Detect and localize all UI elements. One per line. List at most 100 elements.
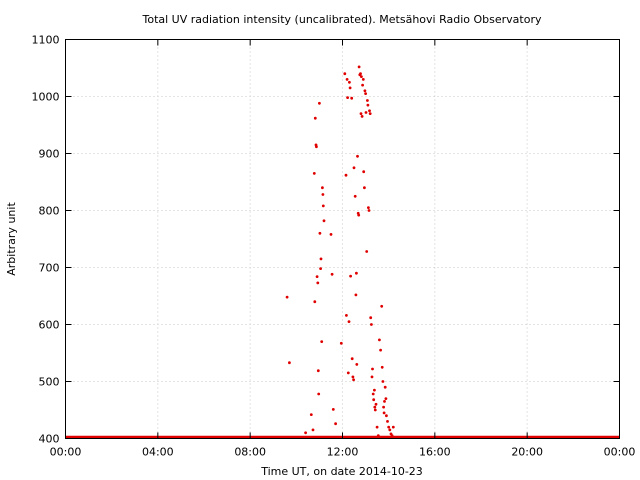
- data-point: [372, 398, 376, 402]
- data-point: [348, 86, 352, 90]
- data-point: [378, 338, 381, 342]
- data-point: [321, 204, 325, 208]
- data-point: [368, 112, 372, 115]
- data-point: [369, 316, 373, 320]
- y-tick-label: 700: [39, 262, 60, 275]
- data-point: [350, 357, 354, 361]
- data-point: [382, 411, 386, 415]
- data-point: [351, 375, 355, 379]
- data-point: [359, 72, 362, 76]
- data-point: [349, 274, 352, 278]
- data-point: [361, 78, 365, 81]
- data-point: [313, 300, 317, 304]
- data-point: [344, 173, 348, 177]
- x-tick-label: 08:00: [234, 446, 266, 459]
- data-point: [321, 193, 325, 196]
- axis-ticks: [65, 39, 620, 439]
- data-point: [330, 272, 334, 276]
- data-point: [380, 365, 384, 369]
- data-point: [388, 428, 392, 432]
- y-tick-label: 1100: [32, 34, 60, 47]
- data-point: [391, 425, 395, 429]
- data-point: [316, 369, 320, 373]
- x-tick-label: 16:00: [419, 446, 451, 459]
- data-point: [363, 89, 367, 93]
- data-point: [362, 170, 366, 174]
- data-point: [366, 103, 370, 107]
- data-point: [380, 304, 384, 308]
- data-point: [387, 425, 391, 429]
- data-point: [364, 111, 368, 114]
- data-point: [365, 250, 369, 253]
- data-point: [367, 209, 371, 212]
- data-point: [304, 431, 307, 435]
- data-point: [345, 78, 349, 81]
- data-point: [360, 75, 363, 78]
- data-point: [384, 397, 388, 400]
- data-point: [374, 402, 378, 406]
- data-point: [370, 323, 373, 326]
- y-tick-label: 900: [39, 148, 60, 161]
- data-point: [339, 341, 343, 345]
- data-point: [285, 295, 289, 299]
- data-point: [350, 96, 354, 100]
- grid-lines: [65, 39, 620, 439]
- data-point: [329, 233, 333, 236]
- data-point: [320, 340, 324, 343]
- data-point: [312, 172, 316, 175]
- data-point: [364, 92, 367, 95]
- x-tick-label: 12:00: [327, 446, 359, 459]
- data-point: [334, 422, 337, 426]
- data-point: [343, 72, 347, 76]
- data-point: [318, 101, 321, 105]
- data-point: [385, 414, 388, 418]
- data-point: [386, 420, 389, 423]
- x-axis-label: Time UT, on date 2014-10-23: [260, 465, 423, 478]
- data-point: [317, 392, 321, 396]
- y-axis-label: Arbitrary unit: [5, 202, 18, 276]
- data-point: [363, 186, 366, 190]
- y-tick-label: 600: [39, 319, 60, 332]
- data-point: [311, 428, 315, 432]
- data-point: [316, 281, 320, 285]
- data-point: [348, 80, 351, 84]
- data-point: [346, 96, 349, 99]
- x-tick-label: 00:00: [50, 446, 82, 459]
- data-point: [367, 206, 370, 210]
- data-point: [352, 166, 356, 170]
- data-point: [381, 380, 385, 383]
- data-point: [371, 392, 375, 396]
- data-point: [376, 434, 380, 437]
- data-point: [370, 375, 374, 379]
- data-point: [355, 271, 358, 275]
- data-point: [345, 314, 348, 317]
- data-point: [359, 112, 363, 115]
- data-point: [288, 361, 291, 365]
- y-tick-label: 400: [39, 433, 60, 446]
- data-point: [379, 348, 382, 352]
- data-point: [331, 408, 335, 411]
- data-point: [383, 385, 387, 389]
- y-tick-label: 500: [39, 376, 60, 389]
- chart-title: Total UV radiation intensity (uncalibrat…: [142, 13, 542, 26]
- y-tick-labels: 400 500 600 700 800 900 1000 1100: [32, 34, 60, 446]
- x-tick-label: 20:00: [511, 446, 543, 459]
- data-point: [347, 320, 351, 323]
- data-point: [321, 186, 324, 190]
- x-tick-labels: 00:00 04:00 08:00 12:00 16:00 20:00 00:00: [50, 446, 636, 459]
- data-point: [357, 213, 361, 217]
- data-point: [319, 267, 322, 270]
- data-point: [354, 293, 358, 297]
- data-point: [315, 145, 318, 149]
- data-point: [368, 109, 371, 113]
- data-point: [322, 219, 326, 223]
- data-point: [356, 154, 359, 158]
- data-point: [373, 388, 376, 392]
- data-point: [373, 405, 377, 409]
- data-point: [318, 231, 322, 235]
- data-point: [360, 115, 364, 118]
- data-point: [315, 275, 319, 278]
- data-point: [352, 378, 355, 382]
- x-tick-label: 04:00: [142, 446, 174, 459]
